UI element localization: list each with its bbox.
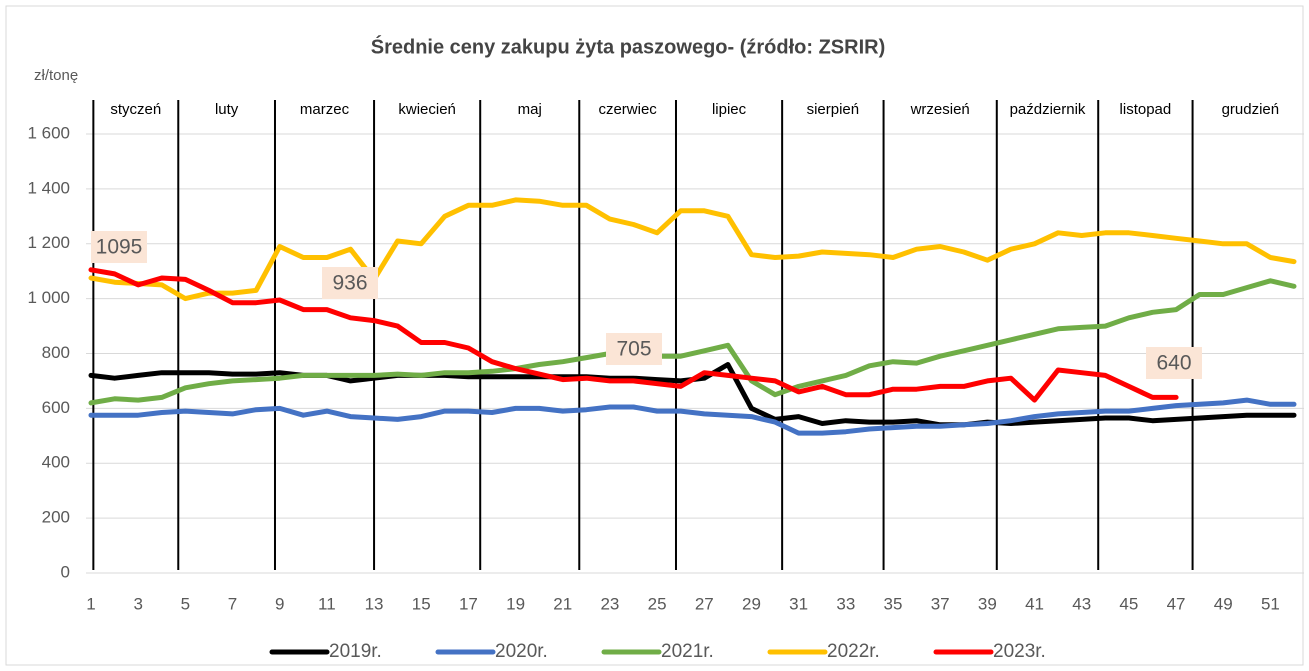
- x-tick-label: 39: [978, 594, 997, 613]
- x-tick-label: 29: [742, 594, 761, 613]
- x-tick-label: 19: [506, 594, 525, 613]
- month-label: grudzień: [1222, 101, 1280, 118]
- x-tick-label: 1: [86, 594, 95, 613]
- x-tick-label: 9: [275, 594, 284, 613]
- x-tick-label: 11: [318, 594, 336, 613]
- annotation: 640: [1156, 352, 1191, 375]
- y-axis-label: zł/tonę: [34, 67, 78, 84]
- x-tick-label: 21: [553, 594, 572, 613]
- y-tick-label: 1 200: [27, 233, 70, 252]
- series-line: [88, 197, 1297, 302]
- annotation: 1095: [96, 236, 143, 259]
- x-tick-label: 5: [181, 594, 190, 613]
- y-tick-label: 400: [42, 453, 70, 472]
- annotation-box: [322, 267, 378, 299]
- legend-label: 2019r.: [329, 641, 382, 662]
- x-tick-label: 51: [1261, 594, 1280, 613]
- x-tick-label: 25: [648, 594, 667, 613]
- y-tick-label: 0: [61, 562, 70, 581]
- series-line: [88, 278, 1297, 406]
- annotation: 705: [616, 338, 651, 361]
- legend-label: 2023r.: [993, 641, 1046, 662]
- month-label: maj: [518, 101, 542, 118]
- x-tick-label: 47: [1167, 594, 1186, 613]
- month-label: sierpień: [807, 101, 860, 118]
- x-tick-label: 23: [600, 594, 619, 613]
- x-tick-label: 17: [459, 594, 478, 613]
- x-tick-label: 33: [836, 594, 855, 613]
- month-label: czerwiec: [598, 101, 657, 118]
- y-tick-label: 600: [42, 398, 70, 417]
- month-label: październik: [1010, 101, 1086, 118]
- annotation-box: [1146, 347, 1202, 379]
- y-tick-label: 200: [42, 508, 70, 527]
- month-label: kwiecień: [398, 101, 456, 118]
- legend-label: 2020r.: [495, 641, 548, 662]
- y-tick-label: 1 000: [27, 288, 70, 307]
- chart-title: Średnie ceny zakupu żyta paszowego- (źró…: [371, 34, 886, 58]
- month-label: lipiec: [712, 101, 747, 118]
- annotation: 936: [332, 272, 367, 295]
- y-tick-label: 800: [42, 343, 70, 362]
- x-tick-label: 49: [1214, 594, 1233, 613]
- month-label: luty: [215, 101, 239, 118]
- series-line: [88, 267, 1179, 403]
- month-label: listopad: [1120, 101, 1172, 118]
- legend-label: 2021r.: [661, 641, 714, 662]
- x-tick-label: 7: [228, 594, 237, 613]
- x-tick-label: 31: [789, 594, 808, 613]
- x-tick-label: 13: [365, 594, 384, 613]
- x-tick-label: 27: [695, 594, 714, 613]
- y-tick-label: 1 400: [27, 178, 70, 197]
- x-tick-label: 15: [412, 594, 431, 613]
- annotation-box: [606, 333, 662, 365]
- month-label: wrzesień: [910, 101, 970, 118]
- x-tick-label: 43: [1072, 594, 1091, 613]
- month-label: styczeń: [110, 101, 161, 118]
- legend-label: 2022r.: [827, 641, 880, 662]
- x-tick-label: 35: [884, 594, 903, 613]
- x-tick-label: 3: [133, 594, 142, 613]
- annotation-box: [91, 231, 147, 263]
- series-line: [88, 397, 1297, 436]
- month-label: marzec: [300, 101, 350, 118]
- x-tick-label: 37: [931, 594, 950, 613]
- y-tick-label: 1 600: [27, 123, 70, 142]
- x-tick-label: 41: [1025, 594, 1044, 613]
- x-tick-label: 45: [1119, 594, 1138, 613]
